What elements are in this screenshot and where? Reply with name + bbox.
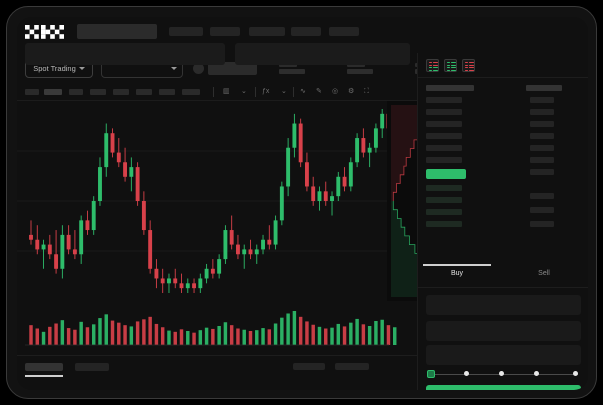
bottom-tab-1[interactable] bbox=[25, 363, 63, 371]
settings-icon[interactable]: ⚙ bbox=[348, 88, 355, 95]
orderbook-row-value bbox=[530, 193, 554, 199]
timeframe-chip-5[interactable] bbox=[113, 89, 129, 95]
orderbook-row[interactable] bbox=[426, 185, 462, 191]
bottom-panel-left bbox=[25, 43, 225, 65]
orderbook-row[interactable] bbox=[426, 97, 462, 103]
orderbook-row[interactable] bbox=[426, 121, 462, 127]
orderbook-row-value bbox=[526, 85, 562, 91]
orderbook-row[interactable] bbox=[426, 109, 462, 115]
timeframe-chip-7[interactable] bbox=[159, 89, 175, 95]
fullscreen-icon[interactable]: ⛶ bbox=[364, 88, 369, 95]
stat-cell-2 bbox=[347, 63, 373, 74]
trade-form-tabs: Buy Sell bbox=[418, 262, 588, 288]
bottom-tabs bbox=[17, 355, 417, 390]
candlestick-icon[interactable]: ▥ bbox=[223, 88, 230, 95]
orderbook-row[interactable] bbox=[426, 133, 462, 139]
submit-order-button[interactable] bbox=[426, 385, 581, 390]
timeframe-chip-1[interactable] bbox=[25, 89, 39, 95]
orderbook-row-value bbox=[530, 97, 554, 103]
chevron-down-icon bbox=[171, 67, 177, 70]
volume-chart bbox=[17, 303, 417, 355]
orderbook-bids-icon[interactable] bbox=[444, 59, 457, 72]
avatar bbox=[193, 63, 204, 74]
chart-toolbar: ▥ ⌄ ƒx ⌄ ∿ ✎ ◎ ⚙ ⛶ bbox=[17, 83, 417, 101]
bottom-panel-right bbox=[235, 43, 410, 65]
slider-dot[interactable] bbox=[499, 371, 504, 376]
panel-divider bbox=[418, 77, 588, 78]
nav-item-5[interactable] bbox=[329, 27, 359, 36]
bottom-action-1[interactable] bbox=[293, 363, 325, 370]
magnet-icon[interactable]: ◎ bbox=[332, 88, 339, 95]
orderbook-row-value bbox=[530, 109, 554, 115]
orderbook-row[interactable] bbox=[426, 209, 462, 215]
timeframe-chip-8[interactable] bbox=[182, 89, 200, 95]
active-tab-underline bbox=[423, 264, 491, 266]
order-type-field[interactable] bbox=[426, 295, 581, 315]
chevron-down-icon[interactable]: ⌄ bbox=[241, 88, 247, 95]
orderbook-spread-price bbox=[426, 169, 466, 179]
device-frame: Spot Trading bbox=[6, 6, 597, 399]
amount-slider[interactable] bbox=[426, 369, 581, 379]
nav-item-2[interactable] bbox=[210, 27, 240, 36]
orderbook-both-icon[interactable] bbox=[426, 59, 439, 72]
indicator-icon[interactable]: ƒx bbox=[262, 88, 270, 95]
pair-price-skeleton bbox=[208, 62, 257, 75]
timeframe-chip-3[interactable] bbox=[69, 89, 83, 95]
orderbook-row-value bbox=[530, 207, 554, 213]
market-type-label: Spot Trading bbox=[33, 64, 76, 73]
orderbook-row-value bbox=[530, 221, 554, 227]
orderbook-asks-icon[interactable] bbox=[462, 59, 475, 72]
slider-track bbox=[430, 373, 578, 375]
orderbook-row-value bbox=[530, 169, 554, 175]
orderbook-row[interactable] bbox=[426, 197, 462, 203]
nav-item-3[interactable] bbox=[249, 27, 285, 36]
orderbook-row[interactable] bbox=[426, 85, 474, 91]
orderbook-row[interactable] bbox=[426, 145, 462, 151]
bottom-tab-2[interactable] bbox=[75, 363, 109, 371]
slider-dot[interactable] bbox=[573, 371, 578, 376]
toolbar-divider-1 bbox=[213, 87, 214, 97]
toolbar-divider-2 bbox=[255, 87, 256, 97]
orderbook-row-value bbox=[530, 157, 554, 163]
search-input[interactable] bbox=[77, 24, 157, 39]
slider-dot[interactable] bbox=[534, 371, 539, 376]
orderbook-view-toggles bbox=[426, 59, 475, 72]
bottom-action-2[interactable] bbox=[335, 363, 369, 370]
timeframe-chip-4[interactable] bbox=[90, 89, 106, 95]
pencil-icon[interactable]: ✎ bbox=[316, 88, 322, 95]
okx-logo[interactable] bbox=[25, 25, 69, 39]
chevron-down-icon bbox=[78, 67, 85, 70]
candlestick-chart[interactable] bbox=[17, 101, 417, 301]
chevron-down-icon[interactable]: ⌄ bbox=[281, 88, 287, 95]
orderbook-row-value bbox=[530, 121, 554, 127]
active-tab-underline bbox=[25, 375, 63, 377]
slider-dot[interactable] bbox=[464, 371, 469, 376]
tab-sell[interactable]: Sell bbox=[538, 270, 550, 277]
timeframe-chip-2[interactable] bbox=[44, 89, 62, 95]
app-screen: Spot Trading bbox=[17, 17, 588, 390]
orderbook-row-value bbox=[530, 133, 554, 139]
tab-buy[interactable]: Buy bbox=[450, 270, 464, 277]
orderbook-row-value bbox=[530, 145, 554, 151]
orderbook-row[interactable] bbox=[426, 157, 462, 163]
timeframe-chip-6[interactable] bbox=[136, 89, 152, 95]
line-tool-icon[interactable]: ∿ bbox=[300, 88, 306, 95]
orderbook-row[interactable] bbox=[426, 221, 462, 227]
slider-handle[interactable] bbox=[427, 369, 435, 378]
toolbar-divider-3 bbox=[293, 87, 294, 97]
amount-field[interactable] bbox=[426, 345, 581, 365]
price-field[interactable] bbox=[426, 321, 581, 341]
nav-item-1[interactable] bbox=[169, 27, 203, 36]
order-book-panel: Buy Sell bbox=[417, 53, 588, 390]
stat-cell-1 bbox=[279, 63, 305, 74]
app-header bbox=[17, 17, 588, 53]
nav-item-4[interactable] bbox=[291, 27, 321, 36]
